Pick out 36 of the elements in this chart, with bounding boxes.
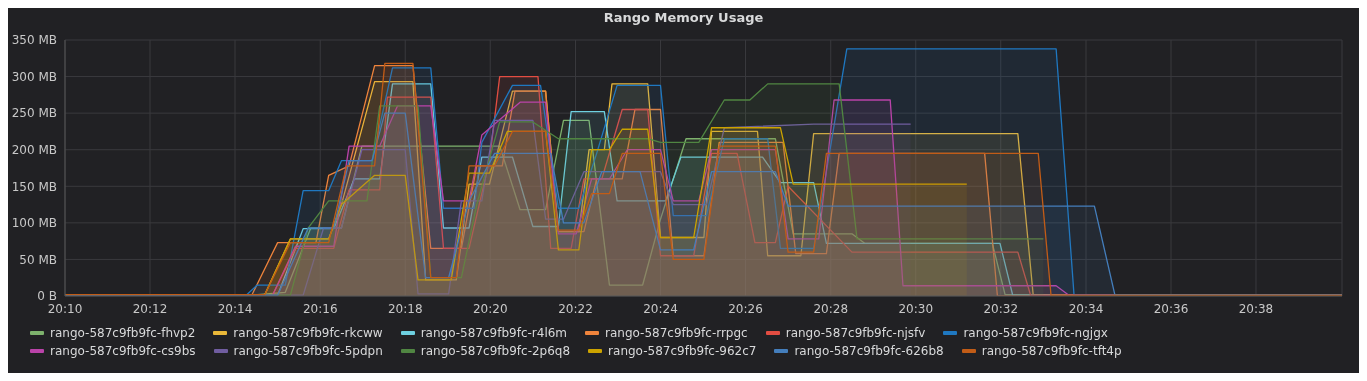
x-tick-label: 20:26 (728, 301, 763, 316)
y-tick-label: 300 MB (11, 69, 57, 84)
x-tick-label: 20:18 (387, 301, 423, 316)
legend-label: rango-587c9fb9fc-ngjgx (962, 326, 1108, 340)
chart-title: Rango Memory Usage (602, 9, 765, 27)
x-tick-label: 20:38 (1238, 301, 1274, 316)
legend-label: rango-587c9fb9fc-962c7 (607, 344, 757, 358)
legend-label: rango-587c9fb9fc-5pdpn (232, 344, 383, 358)
x-tick-label: 20:36 (1153, 301, 1189, 316)
y-tick-label: 250 MB (11, 106, 57, 121)
x-tick-label: 20:20 (472, 301, 508, 316)
legend-label: rango-587c9fb9fc-njsfv (784, 326, 926, 340)
y-tick-label: 0 B (37, 289, 57, 304)
y-tick-label: 350 MB (11, 33, 57, 48)
y-tick-label: 100 MB (11, 216, 57, 231)
x-tick-label: 20:34 (1068, 301, 1104, 316)
y-tick-label: 150 MB (11, 179, 57, 194)
x-tick-label: 20:14 (217, 301, 253, 316)
x-tick-label: 20:12 (132, 301, 168, 316)
x-tick-label: 20:32 (983, 301, 1019, 316)
legend-label: rango-587c9fb9fc-626b8 (793, 344, 944, 358)
legend-label: rango-587c9fb9fc-rrpgc (604, 326, 748, 340)
legend-label: rango-587c9fb9fc-cs9bs (49, 344, 196, 358)
y-tick-label: 200 MB (11, 142, 57, 157)
legend-label: rango-587c9fb9fc-r4l6m (419, 326, 568, 340)
legend-label: rango-587c9fb9fc-2p6q8 (419, 344, 571, 358)
x-tick-label: 20:10 (47, 301, 83, 316)
legend-label: rango-587c9fb9fc-tft4p (980, 344, 1122, 358)
y-tick-label: 50 MB (19, 252, 57, 267)
x-tick-label: 20:22 (558, 301, 593, 316)
x-tick-label: 20:24 (643, 301, 678, 316)
legend-label: rango-587c9fb9fc-rkcww (232, 326, 383, 340)
x-tick-label: 20:30 (898, 301, 934, 316)
x-tick-label: 20:16 (302, 301, 338, 316)
legend-label: rango-587c9fb9fc-fhvp2 (49, 326, 196, 340)
x-tick-label: 20:28 (813, 301, 849, 316)
